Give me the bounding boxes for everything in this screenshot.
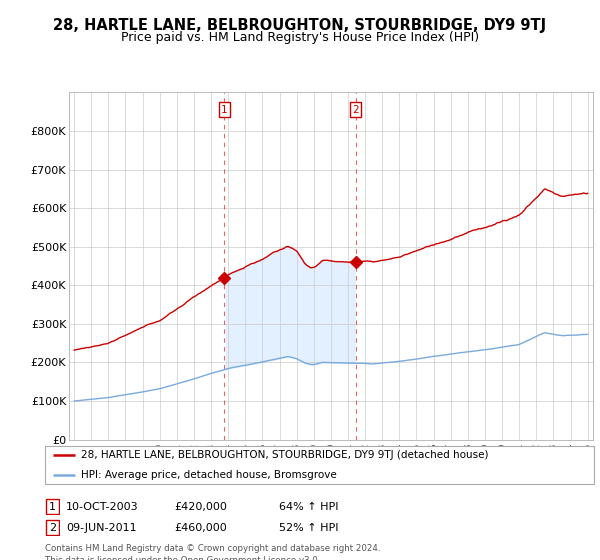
FancyBboxPatch shape — [46, 520, 59, 535]
Text: 2: 2 — [49, 522, 56, 533]
Text: Contains HM Land Registry data © Crown copyright and database right 2024.: Contains HM Land Registry data © Crown c… — [45, 544, 380, 553]
Text: 28, HARTLE LANE, BELBROUGHTON, STOURBRIDGE, DY9 9TJ: 28, HARTLE LANE, BELBROUGHTON, STOURBRID… — [53, 18, 547, 33]
Text: This data is licensed under the Open Government Licence v3.0.: This data is licensed under the Open Gov… — [45, 556, 320, 560]
Text: 2: 2 — [352, 105, 359, 115]
Text: 10-OCT-2003: 10-OCT-2003 — [66, 502, 139, 512]
FancyBboxPatch shape — [45, 446, 594, 484]
Text: 64% ↑ HPI: 64% ↑ HPI — [279, 502, 338, 512]
Text: 28, HARTLE LANE, BELBROUGHTON, STOURBRIDGE, DY9 9TJ (detached house): 28, HARTLE LANE, BELBROUGHTON, STOURBRID… — [80, 450, 488, 460]
Text: £460,000: £460,000 — [174, 522, 227, 533]
Text: £420,000: £420,000 — [174, 502, 227, 512]
Text: Price paid vs. HM Land Registry's House Price Index (HPI): Price paid vs. HM Land Registry's House … — [121, 31, 479, 44]
Text: 1: 1 — [49, 502, 56, 512]
Text: 09-JUN-2011: 09-JUN-2011 — [66, 522, 137, 533]
Text: HPI: Average price, detached house, Bromsgrove: HPI: Average price, detached house, Brom… — [80, 470, 337, 480]
FancyBboxPatch shape — [46, 500, 59, 514]
Text: 1: 1 — [221, 105, 228, 115]
Text: 52% ↑ HPI: 52% ↑ HPI — [279, 522, 338, 533]
